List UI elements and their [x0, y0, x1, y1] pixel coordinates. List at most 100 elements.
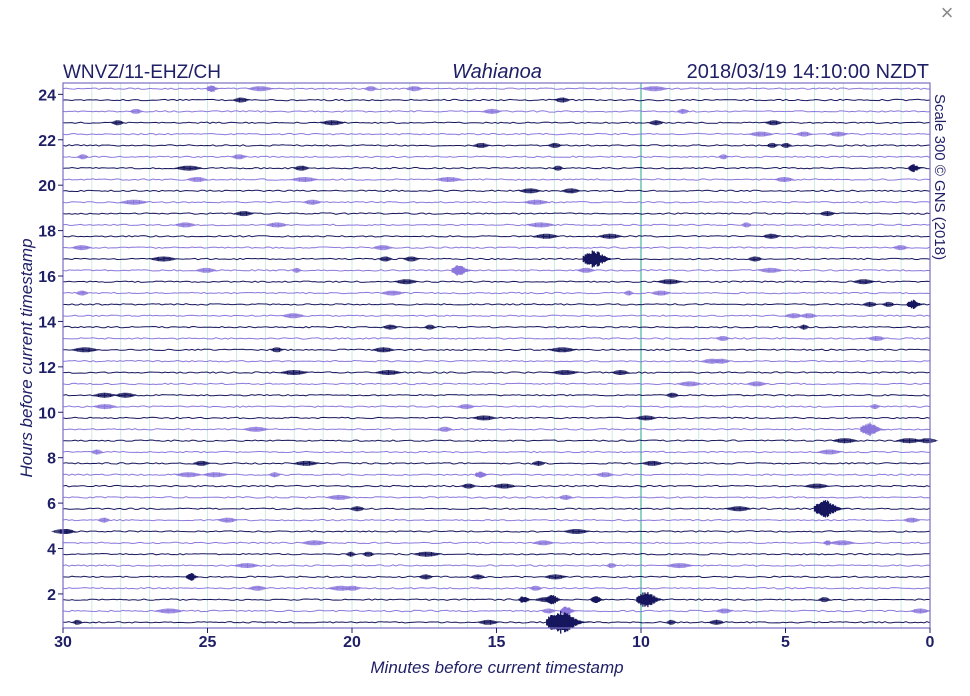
trace-burst [606, 563, 618, 568]
y-tick-label: 14 [38, 314, 56, 331]
seismic-event [590, 596, 606, 603]
trace-burst [233, 97, 250, 103]
seismic-event [636, 592, 668, 608]
trace-burst [799, 324, 809, 330]
seismic-trace [62, 393, 931, 397]
trace-burst [870, 404, 880, 410]
seismic-trace [62, 291, 931, 295]
trace-burst [435, 177, 464, 182]
trace-burst [642, 460, 664, 466]
close-icon[interactable]: × [940, 0, 954, 25]
trace-burst [174, 165, 204, 171]
trace-burst [75, 290, 89, 296]
trace-burst [193, 460, 210, 466]
trace-burst [665, 563, 694, 569]
trace-burst [725, 506, 752, 512]
y-tick-label: 2 [47, 587, 56, 604]
trace-burst [748, 256, 763, 262]
y-tick-label: 10 [38, 405, 56, 422]
trace-burst [650, 290, 671, 296]
seismic-trace [62, 303, 931, 306]
trace-burst [93, 404, 117, 410]
trace-burst [852, 279, 876, 285]
trace-burst [648, 120, 665, 126]
trace-burst [719, 154, 729, 160]
trace-burst [541, 608, 556, 614]
trace-burst [382, 324, 399, 330]
trace-burst [677, 381, 703, 387]
x-axis: 30 25 20 15 10 5 0 [54, 628, 935, 651]
timestamp-label: 2018/03/19 14:10:00 NZDT [687, 61, 929, 83]
trace-burst [293, 460, 320, 466]
y-axis-label: Hours before current timestamp [17, 238, 36, 477]
seismic-trace [62, 212, 931, 215]
trace-burst [269, 472, 281, 478]
trace-burst [903, 517, 920, 523]
trace-burst [51, 529, 77, 534]
trace-burst [320, 120, 346, 126]
plot-grid [62, 83, 931, 628]
trace-burst [523, 199, 550, 205]
seismic-trace [62, 132, 931, 136]
seismic-trace [63, 280, 931, 283]
trace-burst [372, 245, 393, 251]
trace-burst [624, 290, 634, 296]
trace-burst [114, 392, 137, 398]
seismic-trace [62, 416, 931, 420]
seismic-trace [62, 257, 931, 261]
seismic-event [185, 573, 202, 581]
trace-burst [457, 404, 476, 410]
trace-burst [154, 608, 184, 614]
y-tick-label: 24 [38, 87, 56, 104]
seismic-event [475, 471, 491, 478]
seismic-trace [62, 598, 931, 601]
trace-burst [266, 222, 289, 228]
seismic-trace [62, 223, 931, 227]
credit-label: Scale 300 © GNS (2018) [931, 94, 948, 260]
seismic-trace [62, 405, 931, 408]
seismic-trace [62, 564, 931, 567]
trace-burst [716, 336, 731, 341]
trace-burst [532, 540, 555, 546]
trace-burst [893, 245, 909, 251]
trace-burst [748, 131, 774, 137]
seismic-trace [62, 518, 931, 522]
trace-burst [774, 177, 795, 182]
seismic-trace [62, 200, 931, 204]
x-tick-label: 0 [926, 634, 935, 651]
trace-burst [174, 222, 197, 228]
x-tick-label: 15 [488, 634, 506, 651]
trace-burst [186, 177, 209, 182]
seismic-trace [62, 98, 931, 102]
seismic-trace [62, 144, 931, 147]
trace-burst [71, 347, 100, 353]
trace-burst [532, 460, 545, 466]
trace-burst [818, 597, 831, 603]
trace-burst [300, 540, 329, 546]
seismic-trace [62, 155, 931, 159]
seismic-trace [62, 507, 931, 511]
seismic-trace [62, 337, 931, 340]
seismic-trace [62, 371, 931, 374]
seismic-trace [62, 450, 931, 454]
seismic-trace [62, 235, 931, 238]
seismic-trace [62, 496, 931, 499]
trace-burst [917, 438, 939, 444]
trace-burst [293, 165, 311, 171]
seismic-event [560, 606, 581, 616]
trace-burst [882, 301, 896, 307]
x-tick-label: 5 [781, 634, 790, 651]
trace-burst [640, 86, 670, 92]
trace-burst [758, 267, 784, 273]
trace-burst [119, 199, 149, 205]
trace-burst [231, 154, 247, 160]
trace-burst [819, 211, 836, 217]
trace-burst [552, 165, 564, 171]
trace-burst [766, 142, 779, 148]
y-tick-label: 22 [38, 133, 56, 150]
seismic-trace [62, 121, 931, 124]
trace-burst [519, 188, 542, 194]
trace-burst [424, 324, 436, 330]
seismic-trace [62, 382, 931, 386]
